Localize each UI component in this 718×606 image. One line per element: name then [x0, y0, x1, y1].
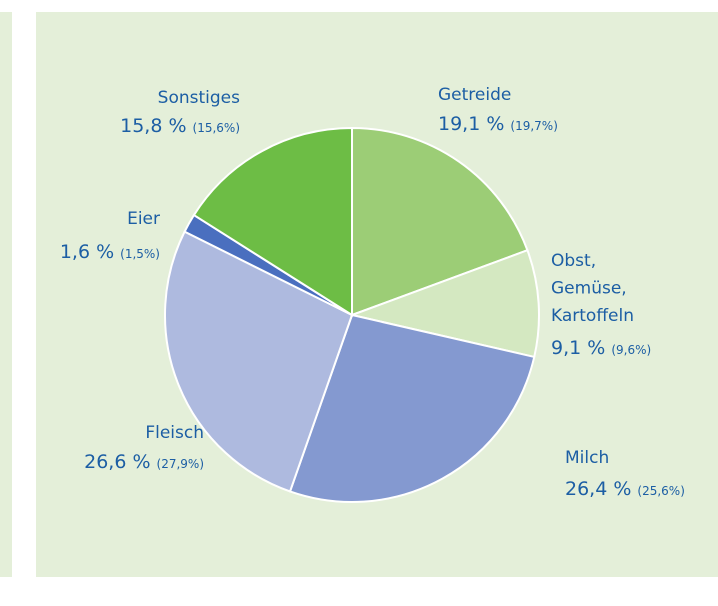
- value-label: 26,4 %: [565, 478, 631, 500]
- secondary-label: (1,5%): [120, 247, 160, 261]
- secondary-label: (9,6%): [611, 343, 651, 357]
- label-line: Sonstiges: [158, 88, 240, 108]
- percent-label: 19,1 % (19,7%): [438, 113, 558, 135]
- value-label: 26,6 %: [84, 451, 150, 473]
- secondary-label: (19,7%): [510, 119, 557, 133]
- label-line: Getreide: [438, 85, 511, 105]
- secondary-label: (25,6%): [637, 484, 684, 498]
- slice-label: Getreide: [438, 85, 511, 105]
- percent-label: 9,1 % (9,6%): [551, 337, 651, 359]
- pie-slice: [288, 313, 536, 503]
- secondary-label: (27,9%): [157, 457, 204, 471]
- pie-slice: [164, 230, 354, 493]
- label-line: Gemüse,: [551, 279, 627, 299]
- slice-label: Sonstiges: [158, 88, 240, 108]
- percent-label: 15,8 % (15,6%): [120, 115, 240, 137]
- label-line: Fleisch: [145, 423, 204, 443]
- slice-label: Obst, Gemüse, Kartoffeln: [551, 251, 634, 326]
- pie-slice: [348, 248, 540, 359]
- label-line: Kartoffeln: [551, 306, 634, 326]
- value-label: 1,6 %: [60, 241, 114, 263]
- pie-slice: [351, 126, 529, 317]
- label-line: Obst,: [551, 251, 596, 271]
- slice-label: Eier: [127, 209, 160, 229]
- side-strip: [0, 12, 12, 577]
- label-line: Eier: [127, 209, 160, 229]
- percent-label: 26,4 % (25,6%): [565, 478, 685, 500]
- slice-label: Milch: [565, 448, 609, 468]
- label-line: Milch: [565, 448, 609, 468]
- value-label: 9,1 %: [551, 337, 605, 359]
- slice-label: Fleisch: [145, 423, 204, 443]
- percent-label: 26,6 % (27,9%): [84, 451, 204, 473]
- pie-slice: [192, 126, 353, 317]
- value-label: 15,8 %: [120, 115, 186, 137]
- secondary-label: (15,6%): [193, 121, 240, 135]
- percent-label: 1,6 % (1,5%): [60, 241, 160, 263]
- value-label: 19,1 %: [438, 113, 504, 135]
